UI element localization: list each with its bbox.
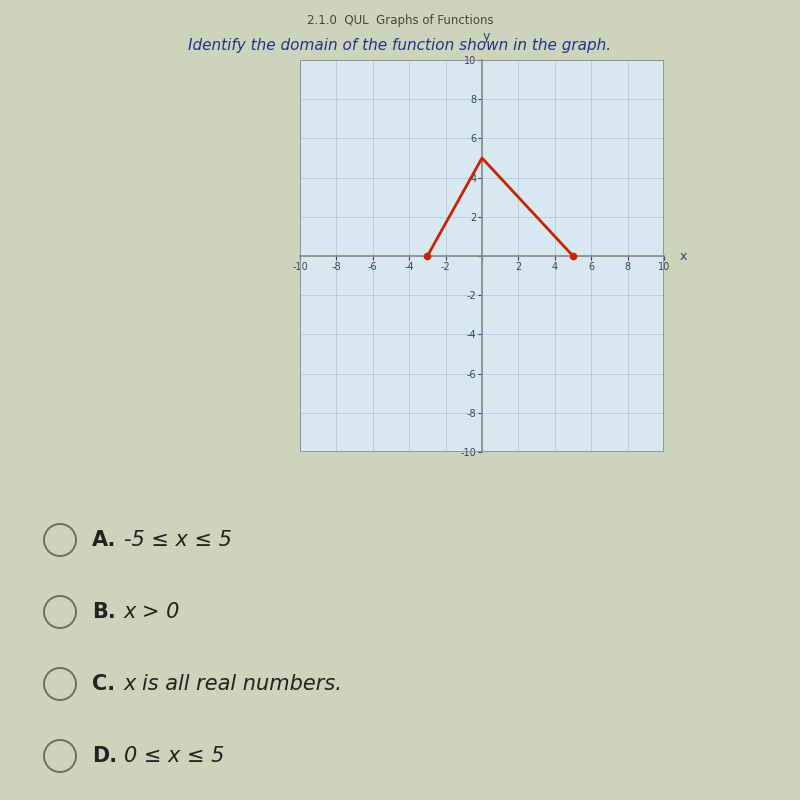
Text: -5 ≤ x ≤ 5: -5 ≤ x ≤ 5 — [124, 530, 232, 550]
Text: A.: A. — [92, 530, 116, 550]
Text: Identify the domain of the function shown in the graph.: Identify the domain of the function show… — [189, 38, 611, 54]
Text: x: x — [679, 250, 687, 262]
Text: y: y — [483, 30, 490, 43]
Text: 0 ≤ x ≤ 5: 0 ≤ x ≤ 5 — [124, 746, 224, 766]
Text: D.: D. — [92, 746, 117, 766]
Text: B.: B. — [92, 602, 116, 622]
Text: 2.1.0  QUL  Graphs of Functions: 2.1.0 QUL Graphs of Functions — [306, 14, 494, 27]
Text: x is all real numbers.: x is all real numbers. — [124, 674, 343, 694]
Text: x > 0: x > 0 — [124, 602, 180, 622]
Text: C.: C. — [92, 674, 115, 694]
